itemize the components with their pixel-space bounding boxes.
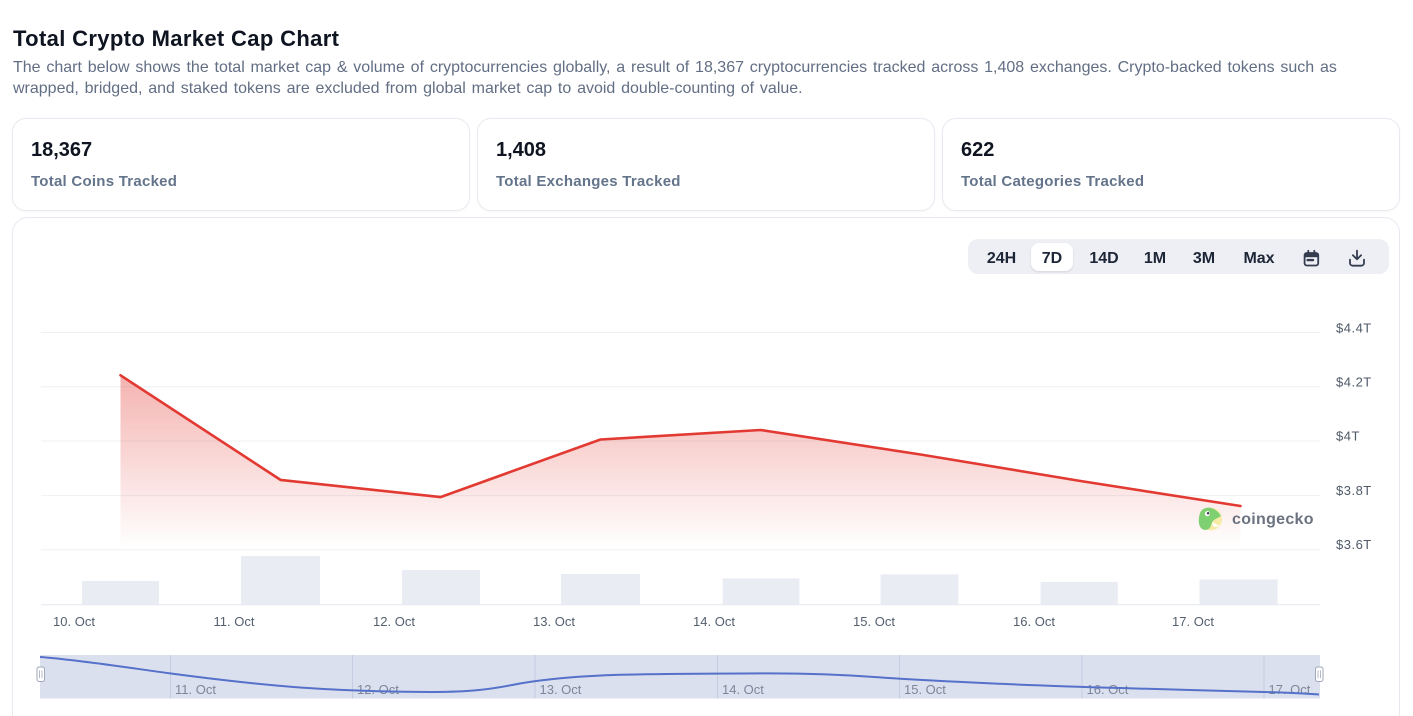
svg-text:15. Oct: 15. Oct xyxy=(904,682,946,697)
svg-text:15. Oct: 15. Oct xyxy=(853,614,895,629)
svg-text:coingecko: coingecko xyxy=(1232,511,1314,528)
svg-text:16. Oct: 16. Oct xyxy=(1013,614,1055,629)
svg-text:12. Oct: 12. Oct xyxy=(357,682,399,697)
svg-text:17. Oct: 17. Oct xyxy=(1269,682,1311,697)
svg-text:14. Oct: 14. Oct xyxy=(693,614,735,629)
svg-text:$4.4T: $4.4T xyxy=(1336,321,1372,336)
svg-text:16. Oct: 16. Oct xyxy=(1087,682,1129,697)
svg-text:13. Oct: 13. Oct xyxy=(540,682,582,697)
svg-text:13. Oct: 13. Oct xyxy=(533,614,575,629)
svg-text:11. Oct: 11. Oct xyxy=(175,682,216,697)
svg-text:10. Oct: 10. Oct xyxy=(53,614,95,629)
svg-text:12. Oct: 12. Oct xyxy=(373,614,415,629)
svg-text:14. Oct: 14. Oct xyxy=(722,682,764,697)
svg-text:$3.6T: $3.6T xyxy=(1336,537,1372,552)
svg-text:11. Oct: 11. Oct xyxy=(214,614,255,629)
svg-text:$3.8T: $3.8T xyxy=(1336,483,1372,498)
svg-text:$4.2T: $4.2T xyxy=(1336,375,1372,390)
svg-text:$4T: $4T xyxy=(1336,429,1360,444)
svg-text:17. Oct: 17. Oct xyxy=(1172,614,1214,629)
